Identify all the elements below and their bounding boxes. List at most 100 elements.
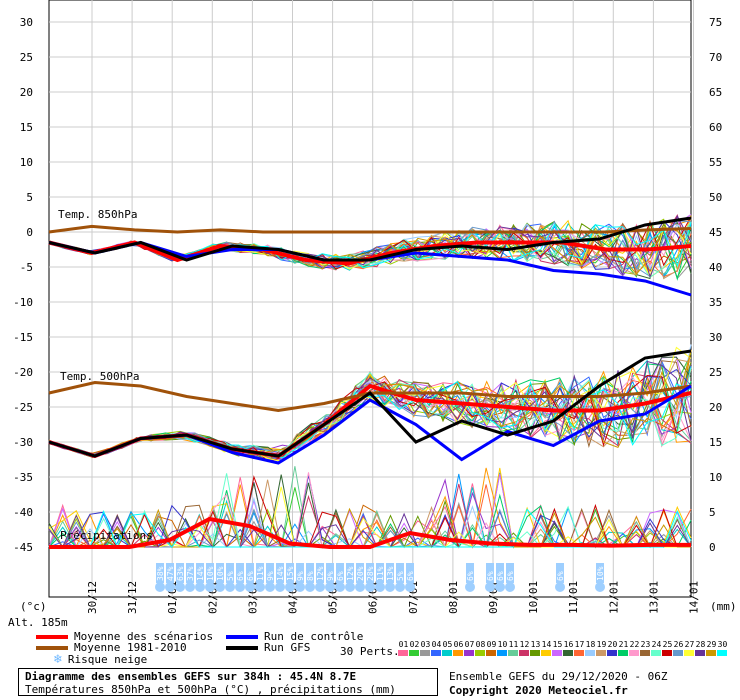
perturbation-key-swatch xyxy=(475,650,485,656)
x-tick-label: 10/01 xyxy=(527,581,540,614)
snow-risk-label: 15% xyxy=(286,566,295,581)
left-tick-label: -30 xyxy=(13,436,33,449)
perturbation-key-item: 13 xyxy=(530,640,541,656)
snow-risk-dot xyxy=(205,582,215,592)
label-precipitations: Précipitations xyxy=(60,529,153,542)
perturbation-key-item: 03 xyxy=(420,640,431,656)
snow-risk-bar xyxy=(556,563,564,583)
x-tick-label: 13/01 xyxy=(647,581,660,614)
perturbation-key-item: 05 xyxy=(442,640,453,656)
perturbation-key-label: 15 xyxy=(552,640,563,649)
perturbation-lines xyxy=(48,213,692,549)
legend-snow-label: Risque neige xyxy=(67,653,148,666)
perturbation-key-item: 04 xyxy=(431,640,442,656)
snowflake-icon: ❄ xyxy=(54,652,62,667)
snow-risk-dot xyxy=(165,582,175,592)
perturbation-key-label: 13 xyxy=(530,640,541,649)
snow-risk-bar xyxy=(296,563,304,583)
snow-risk-label: 11% xyxy=(376,566,385,581)
perturbation-key-label: 25 xyxy=(662,640,673,649)
perturbation-key-swatch xyxy=(695,650,705,656)
main-series-lines xyxy=(48,216,692,549)
perturbation-key-swatch xyxy=(552,650,562,656)
left-tick-label: 30 xyxy=(20,16,33,29)
altitude-label: Alt. 185m xyxy=(8,616,68,629)
label-temp-850: Temp. 850hPa xyxy=(58,208,137,221)
perturbation-key-label: 23 xyxy=(640,640,651,649)
perturbation-key-swatch xyxy=(596,650,606,656)
snow-risk-dot xyxy=(325,582,335,592)
snow-risk-label: 6% xyxy=(496,571,505,581)
snow-risk-dot xyxy=(365,582,375,592)
perturbation-key-item: 01 xyxy=(398,640,409,656)
snow-risk-bar xyxy=(356,563,364,583)
moyenne-des-sc-narios-t850 xyxy=(48,240,692,266)
snow-risk-bar xyxy=(366,563,374,583)
perturbation-key-swatch xyxy=(486,650,496,656)
snow-risk-label: 14% xyxy=(276,566,285,581)
snow-risk-bar xyxy=(266,563,274,583)
title-box: Diagramme des ensembles GEFS sur 384h : … xyxy=(18,668,438,696)
copyright: Copyright 2020 Meteociel.fr xyxy=(449,684,628,697)
snow-risk-bar xyxy=(186,563,194,583)
snow-risk-label: 6% xyxy=(506,571,515,581)
x-tick-label: 08/01 xyxy=(447,581,460,614)
perturbation-key-label: 17 xyxy=(574,640,585,649)
snow-risk-markers: 38% 47% 63% 37% 14% 10% 10% 5% 6% 6% 11% 9% 14% 15% 9%… xyxy=(155,563,605,592)
perturbation-key-swatch xyxy=(706,650,716,656)
right-tick-label: 45 xyxy=(709,226,722,239)
perturbation-key-label: 22 xyxy=(629,640,640,649)
perturbation-key-swatch xyxy=(629,650,639,656)
run-info: Ensemble GEFS du 29/12/2020 - 06Z xyxy=(449,670,668,683)
snow-risk-dot xyxy=(335,582,345,592)
legend-climate-swatch xyxy=(36,645,68,650)
left-tick-label: 15 xyxy=(20,121,33,134)
snow-risk-label: 5% xyxy=(226,571,235,581)
perturbation-key-swatch xyxy=(640,650,650,656)
label-temp-500: Temp. 500hPa xyxy=(60,370,139,383)
perturbation-key-item: 07 xyxy=(464,640,475,656)
perturbation-key-label: 14 xyxy=(541,640,552,649)
left-tick-label: 10 xyxy=(20,156,33,169)
snow-risk-dot xyxy=(245,582,255,592)
perturbation-key-swatch xyxy=(519,650,529,656)
snow-risk-bar xyxy=(276,563,284,583)
perturbation-key-swatch xyxy=(684,650,694,656)
left-tick-label: 5 xyxy=(26,191,33,204)
perturbation-key-swatch xyxy=(442,650,452,656)
snow-risk-label: 6% xyxy=(556,571,565,581)
snow-risk-dot xyxy=(405,582,415,592)
moyenne-des-sc-narios-precip xyxy=(49,516,691,549)
perturbation-key-swatch xyxy=(541,650,551,656)
snow-risk-bar xyxy=(486,563,494,583)
snow-risk-bar xyxy=(206,563,214,583)
snow-risk-dot xyxy=(215,582,225,592)
right-tick-label: 55 xyxy=(709,156,722,169)
perturbation-key-label: 18 xyxy=(585,640,596,649)
perturbation-key-item: 25 xyxy=(662,640,673,656)
snow-risk-bar xyxy=(396,563,404,583)
perturbation-key-label: 08 xyxy=(475,640,486,649)
snow-risk-bar xyxy=(336,563,344,583)
perturbation-key-label: 21 xyxy=(618,640,629,649)
moyenne-1981-2010-t850 xyxy=(48,224,692,234)
perturbation-t500-line xyxy=(48,375,692,459)
snow-risk-dot xyxy=(505,582,515,592)
right-axis-unit: (mm) xyxy=(710,600,737,613)
left-tick-label: -15 xyxy=(13,331,33,344)
snow-risk-label: 6% xyxy=(246,571,255,581)
perturbation-precip-line xyxy=(49,507,691,549)
perturbation-key-label: 01 xyxy=(398,640,409,649)
legend-gfs: Run GFS xyxy=(226,641,310,654)
perturbation-key-swatch xyxy=(673,650,683,656)
snow-risk-label: 9% xyxy=(296,571,305,581)
snow-risk-label: 10% xyxy=(216,566,225,581)
snow-risk-bar xyxy=(166,563,174,583)
perturbation-key-item: 26 xyxy=(673,640,684,656)
perturbation-key-label: 29 xyxy=(706,640,717,649)
snow-risk-label: 63% xyxy=(176,566,185,581)
left-tick-label: -25 xyxy=(13,401,33,414)
perturbation-key-item: 29 xyxy=(706,640,717,656)
perturbation-key: 01 02 03 04 05 06 07 08 09 10 11 12 13 14 15 16 17 18 19 20… xyxy=(398,640,738,660)
snow-risk-label: 6% xyxy=(406,571,415,581)
